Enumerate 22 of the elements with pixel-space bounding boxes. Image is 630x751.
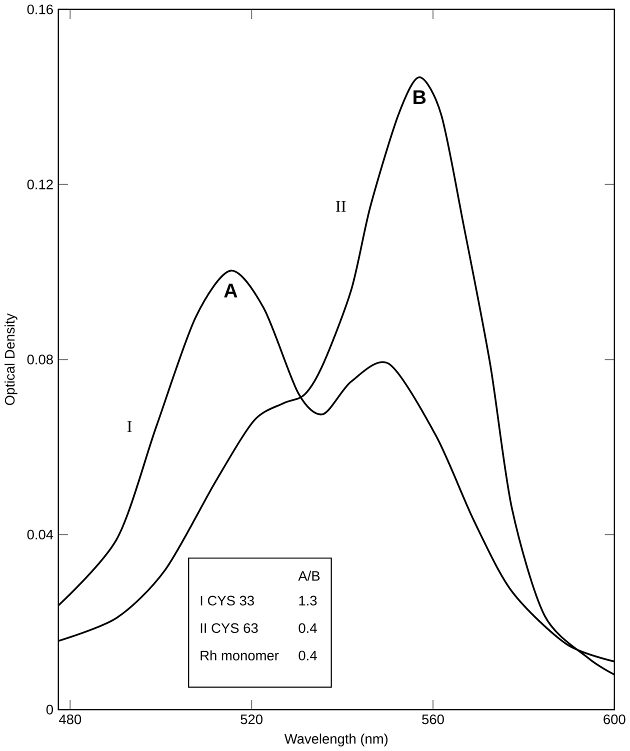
annotation: 1.3 xyxy=(299,596,316,606)
x-tick-label: 560 xyxy=(422,714,444,724)
annotation: I CYS 33 xyxy=(200,596,254,606)
annotation: A xyxy=(224,284,238,298)
x-tick-label: 520 xyxy=(240,714,262,724)
y-tick-label: 0.16 xyxy=(27,4,53,14)
annotation: A/B xyxy=(298,570,320,581)
x-tick-label: 480 xyxy=(58,714,81,724)
y-axis-title: Optical Density xyxy=(4,313,18,406)
annotation: 0.4 xyxy=(298,650,317,660)
annotation: II CYS 63 xyxy=(200,623,258,633)
y-tick-label: 0.08 xyxy=(27,354,53,364)
annotation: Rh monomer xyxy=(200,650,278,660)
series-label: II xyxy=(336,200,346,212)
x-tick-label: 600 xyxy=(603,714,626,724)
series-label: I xyxy=(127,421,132,432)
y-tick-label: 0.04 xyxy=(27,530,53,540)
y-tick-label: 0 xyxy=(46,704,53,714)
y-tick-label: 0.12 xyxy=(27,180,53,190)
annotation: B xyxy=(413,90,426,104)
annotation: 0.4 xyxy=(298,623,317,633)
x-axis-title: Wavelength (nm) xyxy=(284,734,388,746)
